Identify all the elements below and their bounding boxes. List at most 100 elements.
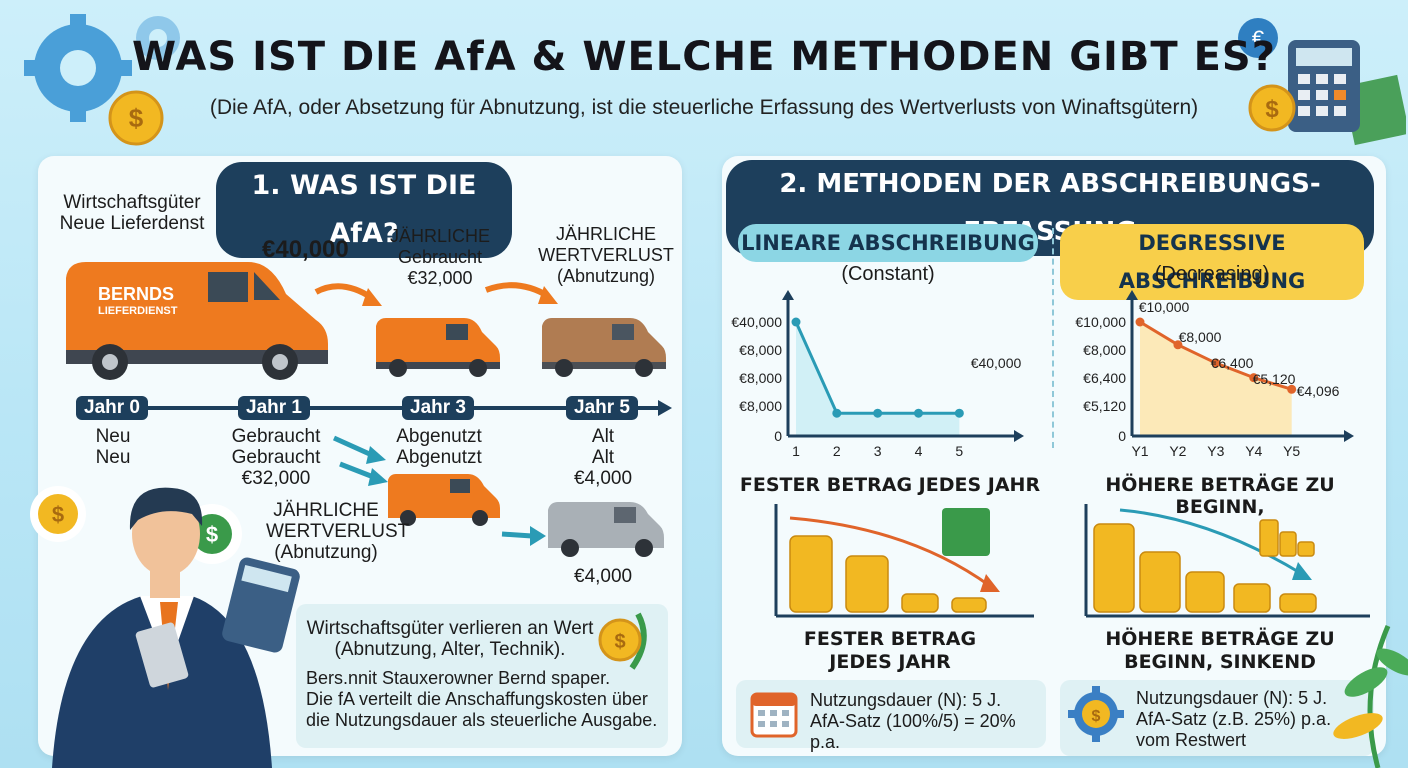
teal-arrows: [332, 435, 388, 486]
chart-0-x-tick: 2: [833, 443, 841, 459]
chart-1-point-4: [1249, 373, 1259, 383]
svg-text:$: $: [206, 522, 218, 547]
chart-1-data-label: €8,000: [1179, 329, 1222, 345]
chart-0-data-label: €40,000: [971, 355, 1022, 371]
chart-1-data-label: €5,120: [1253, 371, 1296, 387]
plant-decoration: [1333, 625, 1408, 768]
chart-0-y-tick: €8,000: [739, 370, 782, 386]
chart-1-y-tick: €5,120: [1083, 398, 1126, 414]
chart-0-y-arrow: [782, 290, 794, 300]
mid-loss-label: JÄHRLICHE WERTVERLUST (Abnutzung): [266, 500, 410, 563]
chart-0-point-4: [914, 408, 923, 418]
linear-info: Nutzungsdauer (N): 5 J. AfA-Satz (100%/5…: [810, 690, 1016, 752]
delivery-van-old: [548, 502, 664, 557]
delivery-van-worn: [542, 318, 666, 377]
van-brand: BERNDS: [98, 284, 174, 304]
chart-1-data-label: €6,400: [1211, 355, 1254, 371]
timeline-status-1: Gebraucht Gebraucht €32,000: [231, 426, 321, 489]
gear-coin-decoration: $: [24, 14, 180, 146]
timeline-status-5: Alt Alt €4,000: [573, 426, 633, 489]
delivery-van-mid: [388, 474, 500, 526]
chart-1-data-label: €10,000: [1139, 299, 1190, 315]
step-2-label: JÄHRLICHE WERTVERLUST (Abnutzung): [538, 224, 674, 286]
linear-coin-stacks: [774, 504, 1034, 618]
chart-1-x-tick: Y5: [1283, 443, 1300, 459]
chart-1-y-arrow: [1126, 290, 1138, 300]
svg-text:$: $: [129, 103, 144, 133]
degressive-mode: (Decreasing): [1154, 263, 1270, 285]
chart-1-x-arrow: [1344, 430, 1354, 442]
degressive-coin-stacks: [1084, 504, 1370, 618]
value-loss-arrows: [314, 282, 558, 306]
svg-text:$: $: [1092, 708, 1101, 725]
timeline-status-3: Abgenutzt Abgenutzt: [396, 426, 482, 468]
timeline-year-1: Jahr 1: [238, 396, 310, 420]
coin-arrow-icon: $: [598, 612, 647, 670]
note-body: Bers.nnit Stauxerowner Bernd spaper. Die…: [306, 668, 658, 730]
chart-1-x-tick: Y2: [1169, 443, 1186, 459]
chart-1-point-3: [1211, 358, 1221, 368]
teal-arrow-2: [501, 526, 546, 546]
chart-1-y-tick: 0: [1118, 428, 1126, 444]
degressive-method-title: DEGRESSIVE ABSCHREIBUNG: [1060, 224, 1364, 300]
timeline-status-0: Neu Neu: [95, 426, 131, 468]
chart-0-x-tick: 3: [874, 443, 882, 459]
chart-0-x-tick: 4: [915, 443, 923, 459]
chart-0-y-tick: 0: [774, 428, 782, 444]
gear-coin-icon: $: [1068, 686, 1124, 742]
chart-0-y-tick: €8,000: [739, 342, 782, 358]
calculator-money-decoration: € $: [1238, 18, 1406, 146]
chart-0-point-1: [791, 317, 801, 327]
chart-1-point-2: [1173, 340, 1183, 350]
note-title: Wirtschaftsgüter verlieren an Wert (Abnu…: [306, 618, 594, 660]
chart-0-point-2: [832, 408, 842, 418]
linear-chart: 1 2 3 4 5 €40,000 €8,000 €8,000 €8,000 0 €40,000: [731, 290, 1024, 459]
timeline-year-5: Jahr 5: [566, 396, 638, 420]
timeline-year-0: Jahr 0: [76, 396, 148, 420]
linear-caption: FESTER BETRAG JEDES JAHR: [803, 628, 977, 673]
section-divider: [1052, 228, 1054, 448]
svg-text:€: €: [1252, 26, 1264, 51]
chart-1-point-5: [1287, 384, 1297, 394]
chart-1-y-tick: €10,000: [1075, 314, 1126, 330]
timeline-year-3: Jahr 3: [402, 396, 474, 420]
chart-0-x-tick: 1: [792, 443, 800, 459]
degressive-caption: HÖHERE BETRÄGE ZU BEGINN, SINKEND: [1105, 628, 1335, 673]
chart-0-point-5: [954, 408, 964, 418]
step-1-label: JÄHRLICHE Gebraucht €32,000: [389, 226, 491, 288]
chart-1-x-tick: Y4: [1245, 443, 1262, 459]
chart-1-x-tick: Y1: [1131, 443, 1148, 459]
degressive-heading: HÖHERE BETRÄGE ZU BEGINN,: [1105, 474, 1335, 518]
degressive-info: Nutzungsdauer (N): 5 J. AfA-Satz (z.B. 2…: [1136, 688, 1332, 750]
timeline-axis: [78, 400, 672, 416]
delivery-van-used: [376, 318, 500, 377]
chart-0-y-tick: €40,000: [731, 314, 782, 330]
final-value: €4,000: [574, 566, 633, 587]
svg-text:$: $: [614, 631, 625, 653]
page-subtitle: (Die AfA, oder Absetzung für Abnutzung, …: [209, 96, 1199, 119]
price-initial: €40,000: [262, 236, 349, 263]
goods-label: Wirtschaftsgüter Neue Lieferdenst: [59, 192, 205, 234]
calendar-icon: [750, 692, 798, 738]
chart-0-point-3: [873, 408, 883, 418]
svg-text:$: $: [1265, 96, 1279, 123]
svg-text:$: $: [52, 502, 64, 527]
chart-1-x-tick: Y3: [1207, 443, 1224, 459]
chart-0-y-tick: €8,000: [739, 398, 782, 414]
van-sub: LIEFERDIENST: [98, 305, 178, 317]
chart-1-y-tick: €6,400: [1083, 370, 1126, 386]
chart-1-area: [1140, 322, 1292, 436]
linear-method-title: LINEARE ABSCHREIBUNG: [738, 224, 1038, 262]
linear-mode: (Constant): [841, 263, 935, 285]
chart-0-x-tick: 5: [955, 443, 963, 459]
degressive-chart: Y1 Y2 Y3 Y4 Y5€10,000€8,000€6,400€5,1200€10,…: [1075, 290, 1354, 459]
chart-1-y-tick: €8,000: [1083, 342, 1126, 358]
chart-0-x-arrow: [1014, 430, 1024, 442]
delivery-van-new: BERNDS LIEFERDIENST: [66, 262, 328, 380]
section-1-title: 1. WAS IST DIE AfA?: [216, 162, 512, 258]
person-illustration: $ $: [30, 486, 300, 768]
linear-heading: FESTER BETRAG JEDES JAHR: [739, 474, 1041, 496]
page-title: WAS IST DIE AfA & WELCHE METHODEN GIBT E…: [132, 34, 1276, 80]
chart-1-data-label: €4,096: [1297, 383, 1340, 399]
chart-1-point-1: [1135, 317, 1145, 327]
